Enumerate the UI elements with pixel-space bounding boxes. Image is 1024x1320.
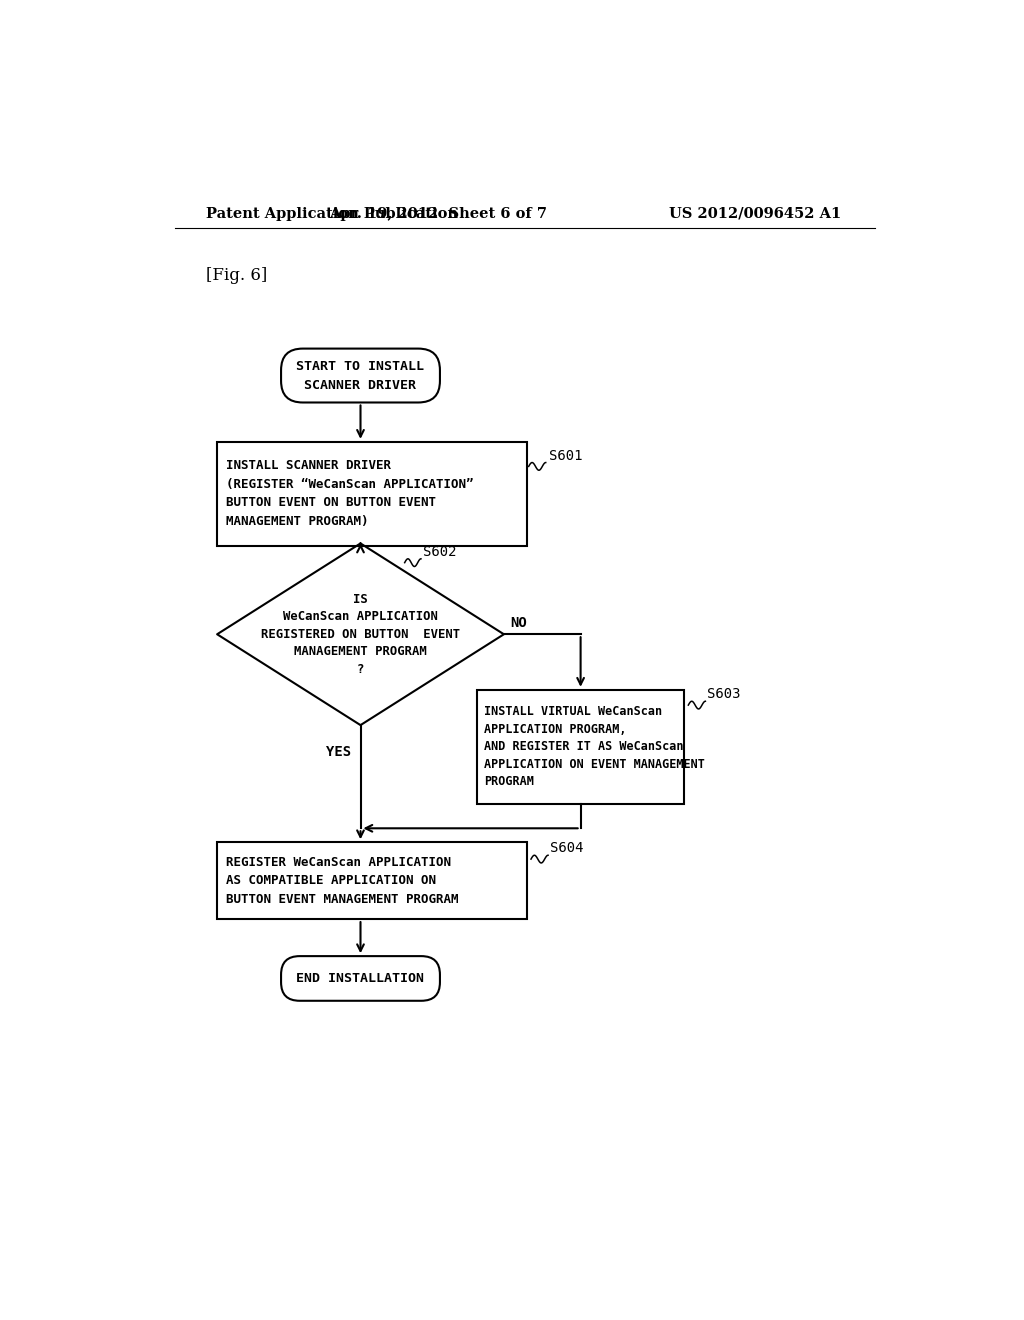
- Text: US 2012/0096452 A1: US 2012/0096452 A1: [669, 207, 841, 220]
- Text: REGISTER WeCanScan APPLICATION
AS COMPATIBLE APPLICATION ON
BUTTON EVENT MANAGEM: REGISTER WeCanScan APPLICATION AS COMPAT…: [226, 855, 459, 906]
- Text: [Fig. 6]: [Fig. 6]: [206, 267, 266, 284]
- Text: IS
WeCanScan APPLICATION
REGISTERED ON BUTTON  EVENT
MANAGEMENT PROGRAM
?: IS WeCanScan APPLICATION REGISTERED ON B…: [261, 593, 460, 676]
- Text: NO: NO: [510, 615, 526, 630]
- Text: END INSTALLATION: END INSTALLATION: [297, 972, 425, 985]
- Text: Patent Application Publication: Patent Application Publication: [206, 207, 458, 220]
- FancyBboxPatch shape: [281, 348, 440, 403]
- Bar: [217, 842, 527, 919]
- Bar: [217, 442, 527, 545]
- Text: YES: YES: [326, 744, 351, 759]
- Text: S603: S603: [707, 688, 740, 701]
- Text: Apr. 19, 2012  Sheet 6 of 7: Apr. 19, 2012 Sheet 6 of 7: [329, 207, 547, 220]
- Text: INSTALL VIRTUAL WeCanScan
APPLICATION PROGRAM,
AND REGISTER IT AS WeCanScan
APPL: INSTALL VIRTUAL WeCanScan APPLICATION PR…: [484, 705, 706, 788]
- Bar: [477, 689, 684, 804]
- Text: INSTALL SCANNER DRIVER
(REGISTER “WeCanScan APPLICATION”
BUTTON EVENT ON BUTTON : INSTALL SCANNER DRIVER (REGISTER “WeCanS…: [226, 459, 474, 528]
- Text: S604: S604: [550, 841, 583, 855]
- Polygon shape: [217, 544, 504, 725]
- Text: S602: S602: [423, 545, 456, 558]
- Text: S601: S601: [549, 449, 583, 462]
- FancyBboxPatch shape: [281, 956, 440, 1001]
- Text: START TO INSTALL
SCANNER DRIVER: START TO INSTALL SCANNER DRIVER: [297, 359, 425, 392]
